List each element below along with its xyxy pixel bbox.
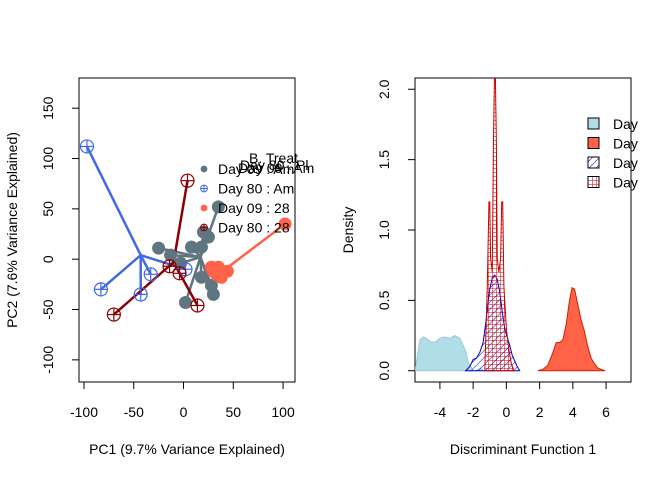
data-point (180, 173, 195, 188)
pca-axes: -100 -50 0 50 100 -100 -50 0 50 100 150 (40, 96, 295, 420)
pca-plot-frame (78, 77, 296, 383)
y-tick-label: 50 (40, 201, 56, 217)
pca-x-axis-label: PC1 (9.7% Variance Explained) (89, 441, 285, 457)
x-tick-label: 50 (225, 404, 241, 420)
x-tick-label: 0 (502, 404, 510, 420)
data-point (152, 241, 166, 255)
density-y-axis-label: Density (340, 207, 356, 254)
spider-line (85, 145, 142, 256)
data-point (93, 282, 108, 297)
pca-y-axis-label: PC2 (7.6% Variance Explained) (4, 132, 20, 328)
x-tick-label: 0 (180, 404, 188, 420)
legend-label: Day (613, 175, 638, 191)
data-point (174, 256, 188, 270)
spider-line (184, 256, 202, 303)
legend-label: Day 09 : 28 (218, 200, 290, 216)
data-point (184, 240, 198, 254)
y-tick-label: 1.0 (376, 220, 392, 240)
x-tick-label: -50 (124, 404, 144, 420)
data-point (190, 298, 205, 313)
legend-label: Day (613, 116, 638, 132)
legend-marker (200, 204, 208, 212)
data-point (204, 278, 218, 292)
y-tick-label: 100 (40, 147, 56, 171)
x-tick-label: 100 (271, 404, 295, 420)
density-axes: -4 -2 0 2 4 6 0.0 0.5 1.0 1.5 2.0 (376, 79, 610, 420)
density-curve (484, 78, 515, 372)
density-curve (537, 286, 606, 372)
spider-line (172, 180, 189, 263)
x-tick-label: 4 (569, 404, 577, 420)
y-tick-label: 0 (40, 255, 56, 263)
data-point (133, 287, 148, 302)
legend-label: Day (613, 155, 638, 171)
x-tick-label: -100 (70, 404, 98, 420)
legend-title: Day 80 : Pl (240, 157, 308, 173)
data-point (204, 260, 218, 274)
data-point (143, 267, 158, 282)
legend-label: Day 80 : 28 (218, 220, 290, 236)
spider-line (220, 222, 286, 274)
legend-label: Day 80 : Am (218, 181, 294, 197)
data-point (164, 248, 178, 262)
spider-line (168, 261, 175, 268)
legend-swatch (587, 117, 600, 130)
y-tick-label: 150 (40, 96, 56, 120)
legend-marker (200, 165, 208, 173)
legend-label: Day (613, 136, 638, 152)
data-point (194, 270, 208, 284)
x-tick-label: 6 (602, 404, 610, 420)
x-tick-label: 2 (536, 404, 544, 420)
legend-marker (200, 184, 208, 193)
legend-marker (200, 223, 208, 232)
y-tick-label: 0.5 (376, 290, 392, 310)
y-tick-label: -100 (40, 346, 56, 374)
pca-plot-area (79, 139, 292, 322)
data-point (162, 259, 177, 274)
spider-line (100, 254, 142, 291)
data-point (79, 139, 95, 154)
data-point (194, 240, 208, 254)
y-tick-label: 0.0 (376, 361, 392, 381)
legend-label: Day 09 : Am (218, 161, 294, 177)
density-x-axis-label: Discriminant Function 1 (450, 441, 596, 457)
legend-swatch (587, 176, 600, 188)
y-tick-label: 1.5 (376, 150, 392, 170)
density-plot-area (415, 78, 606, 372)
data-point (172, 266, 187, 281)
legend-title: B. Treat (249, 150, 298, 166)
y-tick-label: -50 (40, 299, 56, 319)
density-legend: Day Day Day Day (587, 116, 638, 191)
y-tick-label: 2.0 (376, 79, 392, 99)
density-panel: Day Day Day Day -4 -2 0 2 4 6 0.0 0.5 1.0 1.5 2.0 Dis… (340, 77, 638, 457)
data-point (196, 225, 210, 239)
x-tick-label: -2 (467, 404, 480, 420)
data-point (278, 217, 292, 231)
legend-swatch (587, 137, 600, 149)
data-point (211, 200, 225, 214)
legend-swatch (587, 156, 600, 169)
spider-line (139, 254, 152, 275)
data-point (179, 295, 193, 309)
data-point (106, 307, 121, 322)
legend-title: Day 09 : Am (238, 160, 314, 176)
x-tick-label: -4 (434, 404, 447, 420)
